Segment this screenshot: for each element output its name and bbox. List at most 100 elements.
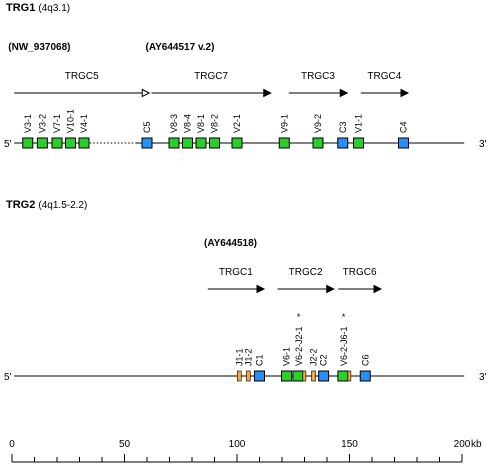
trg1-gene-c3: C3 [337,121,349,149]
v-gene-box [281,370,292,382]
trg1-location: (4q3.1) [38,3,70,14]
trg1-accession-label: (AY644517 v.2) [146,42,215,53]
gene-label: V9-1 [279,114,289,133]
scale-unit-label: kb [471,439,482,450]
gene-label: C3 [338,121,348,133]
trg2-gene-c2: C2 [318,354,330,382]
trg1-genes: V3-1 V3-2 V7-1 V10-1 V4-1 C5 V8-3 V8-4 V8-1 V8-2 V… [22,109,409,149]
gene-label: V4-1 [79,114,89,133]
trg2-cluster-label: TRGC2 [289,267,323,278]
trg1-gene-v4-1: V4-1 [78,114,90,149]
trg1-cluster-label: TRGC4 [367,71,401,82]
v-gene-box [168,137,180,149]
gene-label: C6 [360,354,370,366]
v-gene-box [292,370,304,382]
trg2-gene-j1-2: J1-2 [243,348,253,382]
trg2-gene-c1: C1 [254,354,265,382]
trg1-gene-v9-2: V9-2 [312,114,324,149]
cluster-arrow-head [373,284,383,294]
v-gene-box [353,137,364,149]
trg1-gene-v1-1: V1-1 [353,114,364,149]
trg2-location: (4q1.5-2.2) [38,200,87,211]
trg1-cluster-label: TRGC3 [301,71,335,82]
gene-label: V1-1 [354,114,364,133]
trg2-title: TRG2 [6,199,35,211]
trg1-gene-v3-2: V3-2 [36,114,48,149]
trg1-cluster-trgc3: TRGC3 [288,71,349,98]
c-gene-box [398,137,409,149]
v-gene-box [78,137,90,149]
gene-label: C5 [142,121,152,133]
trg1-accession-label: (NW_937068) [8,42,70,53]
cluster-arrow-head [141,88,151,98]
v-gene-box [231,137,243,149]
v-gene-box [209,137,220,149]
gene-label: V8-3 [169,114,179,133]
trg2-three-prime-label: 3' [479,372,487,383]
trg1-gene-c5: C5 [141,121,153,149]
trg1-cluster-trgc5: TRGC5 [14,71,151,98]
trg2-cluster-label: TRGC1 [219,267,253,278]
trg2-gene-v6-2-j2-1: V6-2-J2-1 * [292,312,307,382]
c-gene-box [359,370,371,382]
trg1-cluster-trgc4: TRGC4 [360,71,410,98]
gene-label: V8-2 [210,114,220,133]
gene-label: V6-1 [282,347,292,366]
cluster-arrow-head [326,284,335,294]
trg1-gene-v9-1: V9-1 [278,114,290,149]
gene-label: V9-2 [313,114,323,133]
trg1-gene-v8-1: V8-1 [195,114,207,149]
trg1-cluster-label: TRGC7 [194,71,228,82]
trg1-gene-v3-1: V3-1 [22,114,34,149]
gene-label: C4 [399,121,409,133]
gene-star-marker: * [342,312,346,322]
gene-label: V8-1 [196,114,206,133]
gene-label: J1-2 [243,348,253,366]
trg1-clusters: TRGC5 TRGC7 TRGC3 TRGC4 [14,71,410,98]
gene-label: V8-4 [183,114,193,133]
trg1-gene-c4: C4 [398,121,409,149]
cluster-arrow-head [256,284,266,294]
trg2-cluster-trgc6: TRGC6 [338,267,383,294]
scale-tick-label: 0 [9,439,15,450]
trg2-five-prime-label: 5' [4,372,12,383]
gene-label: V6-2-J2-1 [294,326,304,366]
trg1-cluster-label: TRGC5 [65,71,99,82]
j-gene-box [347,370,352,382]
v-gene-box [278,137,290,149]
trg2-accession-label: (AY644518) [204,238,257,249]
trg2-cluster-trgc2: TRGC2 [277,267,335,294]
gene-label: V6-2-J6-1 [339,326,349,366]
trg1-five-prime-label: 5' [4,139,12,150]
scale-tick-label: 50 [119,439,131,450]
gene-label: C2 [319,354,329,366]
gene-label: V3-2 [37,114,47,133]
trg1-gene-v7-1: V7-1 [51,114,63,149]
j-gene-box [245,370,251,382]
v-gene-box [65,137,76,149]
cluster-arrow-head [400,88,410,98]
trg1-gene-v2-1: V2-1 [231,114,243,149]
trg2-genes: J1-1 J1-2 C1 V6-1 V6-2-J2-1 * J2-2 C2 V6-2-J6-1 *… [234,312,371,382]
gene-label: J2-2 [309,348,319,366]
cluster-arrow-head [263,88,272,98]
trg2-cluster-label: TRGC6 [343,267,377,278]
trg2-header: TRG2 (4q1.5-2.2) [6,199,87,211]
trg2-gene-c6: C6 [359,354,371,382]
trg1-header: TRG1 (4q3.1) [6,2,70,14]
trg2-accessions: (AY644518) [204,238,257,249]
trg1-gene-v10-1: V10-1 [65,109,76,149]
scale-tick-label: 150 [341,439,358,450]
trg1-title: TRG1 [6,2,35,14]
j-gene-box [302,370,307,382]
v-gene-box [337,370,349,382]
cluster-arrow-head [339,88,349,98]
trg1-gene-v8-4: V8-4 [182,114,193,149]
trg1-gene-v8-3: V8-3 [168,114,180,149]
gene-label: J1-1 [234,348,244,366]
trg2-gene-v6-1: V6-1 [281,347,292,382]
trg2-clusters: TRGC1 TRGC2 TRGC6 [207,267,383,294]
c-gene-box [141,137,153,149]
j-gene-box [236,370,242,382]
v-gene-box [312,137,324,149]
